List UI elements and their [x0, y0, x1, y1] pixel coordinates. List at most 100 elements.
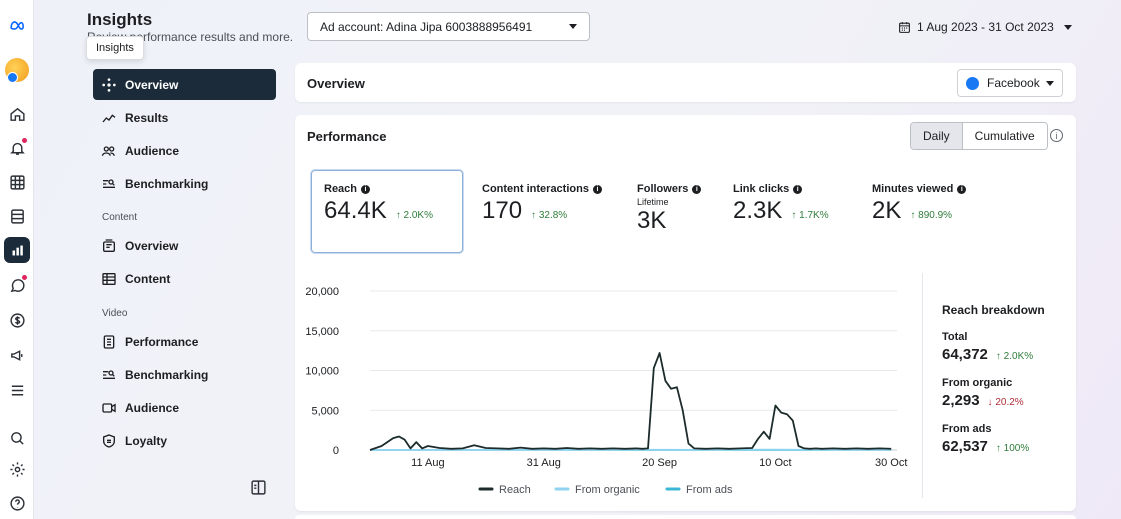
video-icon	[102, 402, 116, 413]
x-tick-label: 20 Sep	[642, 457, 677, 469]
y-tick-label: 15,000	[305, 326, 339, 338]
calendar-icon	[899, 21, 910, 33]
sparkle-icon	[102, 77, 116, 92]
collapse-sidebar-icon[interactable]	[250, 479, 267, 496]
x-tick-label: 31 Aug	[527, 457, 561, 469]
ad-account-select[interactable]: Ad account: Adina Jipa 6003888956491	[307, 12, 590, 41]
shield-icon	[103, 433, 115, 448]
nav-item-results[interactable]: Results	[93, 102, 276, 133]
document-icon	[103, 334, 115, 349]
metric-change: ↑ 1.7K%	[791, 210, 829, 221]
platform-select[interactable]: Facebook	[957, 69, 1063, 97]
metric-link-clicks[interactable]: Link clicks i 2.3K ↑ 1.7K%	[733, 170, 829, 225]
metric-value: 2K	[872, 197, 902, 224]
avatar[interactable]	[5, 58, 29, 83]
help-icon[interactable]	[4, 490, 30, 516]
home-icon[interactable]	[4, 101, 30, 127]
messages-icon[interactable]	[4, 272, 30, 298]
metric-value: 2.3K	[733, 197, 783, 224]
y-tick-label: 0	[333, 445, 339, 457]
insights-icon[interactable]	[4, 237, 30, 263]
info-icon[interactable]: i	[1050, 129, 1063, 142]
y-tick-label: 20,000	[305, 286, 339, 298]
nav-item-video-performance[interactable]: Performance	[93, 326, 276, 357]
toggle-cumulative[interactable]: Cumulative	[962, 123, 1047, 149]
reach-line-chart: 20,000 15,000 10,000 5,000 0 11 Aug 31 Aug 20 S…	[305, 286, 907, 496]
trend-icon	[102, 113, 116, 122]
metric-label: Reach	[324, 183, 358, 195]
overview-title: Overview	[307, 76, 365, 91]
breakdown-total-label: Total	[942, 331, 968, 343]
nav-item-overview[interactable]: Overview	[93, 69, 276, 100]
nav-item-content[interactable]: Content	[93, 263, 276, 294]
breakdown-total-change: ↑ 2.0K%	[995, 351, 1034, 362]
chart-divider	[922, 273, 923, 498]
nav-item-label: Benchmarking	[125, 367, 209, 382]
content-overview-icon	[103, 238, 115, 252]
nav-item-label: Overview	[125, 238, 179, 253]
benchmark-icon	[103, 369, 115, 379]
info-icon[interactable]: i	[592, 184, 602, 194]
nav-item-video-audience[interactable]: Audience	[93, 392, 276, 423]
breakdown-ads-value: 62,537	[942, 438, 988, 455]
breakdown-organic-change: ↓ 20.2%	[987, 397, 1024, 408]
chevron-down-icon	[569, 24, 577, 29]
metric-value: 3K	[637, 207, 667, 234]
metric-label: Link clicks	[733, 183, 790, 195]
series-line-reach	[369, 352, 892, 451]
people-icon	[101, 145, 115, 156]
nav-section-video: Video	[102, 308, 128, 319]
chevron-down-icon	[1046, 80, 1054, 86]
info-icon[interactable]: i	[361, 184, 371, 194]
y-tick-label: 5,000	[311, 405, 339, 417]
breakdown-ads-label: From ads	[942, 423, 992, 435]
breakdown-total-value: 64,372	[942, 346, 988, 363]
grid-icon[interactable]	[4, 169, 30, 195]
nav-item-label: Audience	[125, 400, 180, 415]
search-icon[interactable]	[4, 425, 30, 451]
x-tick-label: 30 Oct	[875, 457, 907, 469]
notifications-icon[interactable]	[4, 135, 30, 161]
metric-label: Content interactions	[482, 183, 589, 195]
metric-minutes-viewed[interactable]: Minutes viewed i 2K ↑ 890.9%	[872, 170, 967, 225]
facebook-badge-icon	[7, 72, 18, 83]
nav-item-video-benchmarking[interactable]: Benchmarking	[93, 359, 276, 390]
metric-label: Minutes viewed	[872, 183, 954, 195]
info-icon[interactable]: i	[793, 184, 803, 194]
legend-label: Reach	[499, 484, 531, 496]
megaphone-icon[interactable]	[4, 342, 30, 368]
metric-content-interactions[interactable]: Content interactions i 170 ↑ 32.8%	[482, 170, 602, 225]
nav-section-content: Content	[102, 212, 138, 223]
series-line-from-organic	[369, 448, 892, 451]
metric-followers[interactable]: Followers i Lifetime 3K	[637, 170, 702, 235]
metric-change: ↑ 32.8%	[531, 210, 568, 221]
x-tick-label: 10 Oct	[759, 457, 791, 469]
info-icon[interactable]: i	[957, 184, 967, 194]
breakdown-title: Reach breakdown	[942, 303, 1045, 317]
metric-change: ↑ 890.9%	[910, 210, 953, 221]
nav-item-video-loyalty[interactable]: Loyalty	[93, 425, 276, 456]
date-range-label: 1 Aug 2023 - 31 Oct 2023	[917, 20, 1054, 34]
breakdown-organic-label: From organic	[942, 377, 1013, 389]
table-icon	[102, 272, 116, 285]
nav-item-content-overview[interactable]: Overview	[93, 230, 276, 261]
date-range-picker[interactable]: 1 Aug 2023 - 31 Oct 2023	[898, 18, 1072, 36]
meta-logo-icon[interactable]	[4, 12, 30, 38]
nav-item-label: Results	[125, 110, 169, 125]
nav-item-benchmarking[interactable]: Benchmarking	[93, 168, 276, 199]
nav-item-audience[interactable]: Audience	[93, 135, 276, 166]
metric-sublabel: Lifetime	[637, 197, 669, 207]
nav-item-label: Audience	[125, 143, 180, 158]
pages-icon[interactable]	[4, 203, 30, 229]
left-rail	[0, 0, 34, 519]
settings-icon[interactable]	[4, 456, 30, 482]
menu-icon[interactable]	[4, 377, 30, 403]
monetization-icon[interactable]	[4, 307, 30, 333]
toggle-daily[interactable]: Daily	[911, 123, 963, 149]
reach-breakdown: Reach breakdown Total 64,372 ↑ 2.0K% From…	[942, 303, 1067, 455]
chevron-down-icon	[1063, 24, 1072, 30]
info-icon[interactable]: i	[692, 184, 702, 194]
metric-reach[interactable]: Reach i 64.4K ↑ 2.0K%	[311, 170, 463, 253]
breakdown-organic-value: 2,293	[942, 392, 980, 409]
insights-tooltip: Insights	[86, 36, 144, 60]
